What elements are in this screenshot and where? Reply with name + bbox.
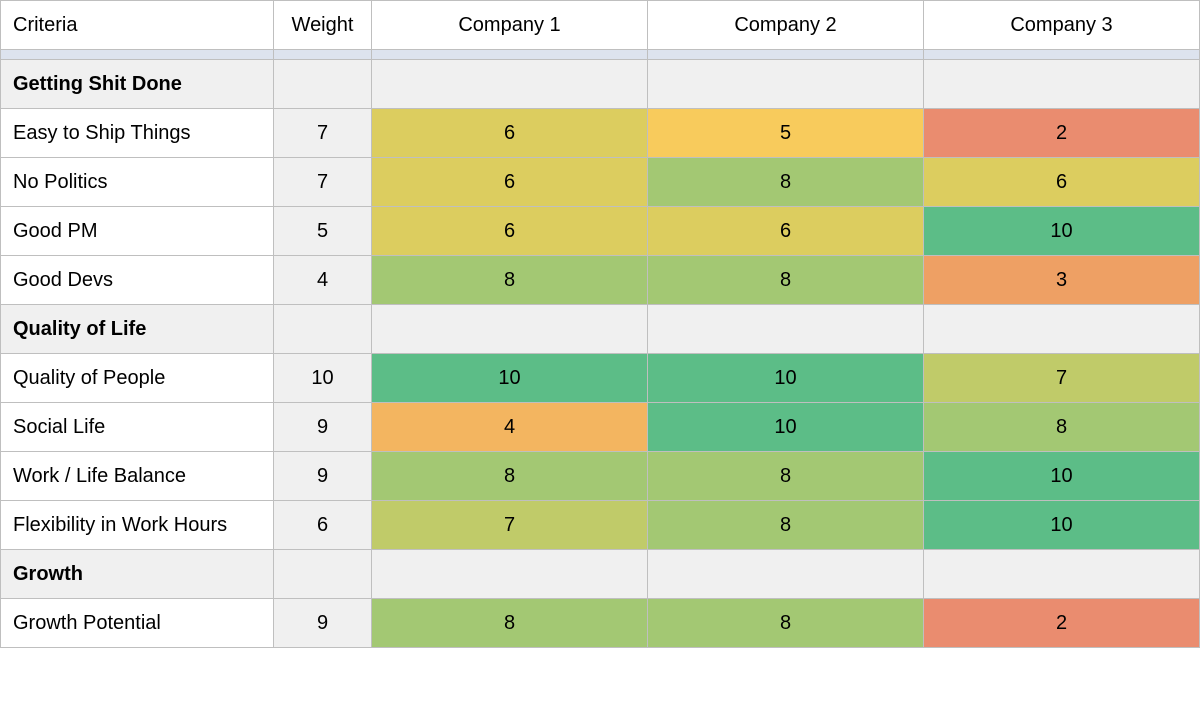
score-cell: 6 <box>648 207 924 256</box>
weight-cell: 7 <box>274 109 372 158</box>
score-cell: 8 <box>648 158 924 207</box>
criteria-label: Quality of People <box>1 354 274 403</box>
criteria-label: Easy to Ship Things <box>1 109 274 158</box>
score-cell: 7 <box>924 354 1200 403</box>
matrix-body: Getting Shit DoneEasy to Ship Things7652… <box>1 60 1200 648</box>
criteria-label: Work / Life Balance <box>1 452 274 501</box>
score-cell: 10 <box>924 452 1200 501</box>
criteria-label: Social Life <box>1 403 274 452</box>
section-blank <box>924 60 1200 109</box>
section-blank <box>274 305 372 354</box>
section-blank <box>372 550 648 599</box>
score-cell: 7 <box>372 501 648 550</box>
header-separator <box>1 50 1200 60</box>
section-title: Growth <box>1 550 274 599</box>
weight-cell: 6 <box>274 501 372 550</box>
section-row: Quality of Life <box>1 305 1200 354</box>
score-cell: 10 <box>372 354 648 403</box>
score-cell: 8 <box>648 599 924 648</box>
score-cell: 10 <box>924 501 1200 550</box>
score-cell: 8 <box>648 256 924 305</box>
col-header-company3: Company 3 <box>924 1 1200 50</box>
col-header-company2: Company 2 <box>648 1 924 50</box>
section-blank <box>372 305 648 354</box>
criteria-label: No Politics <box>1 158 274 207</box>
score-cell: 10 <box>648 354 924 403</box>
score-cell: 8 <box>648 452 924 501</box>
section-blank <box>372 60 648 109</box>
section-blank <box>648 60 924 109</box>
section-blank <box>274 550 372 599</box>
section-row: Getting Shit Done <box>1 60 1200 109</box>
criteria-label: Flexibility in Work Hours <box>1 501 274 550</box>
comparison-matrix: Criteria Weight Company 1 Company 2 Comp… <box>0 0 1200 648</box>
score-cell: 8 <box>924 403 1200 452</box>
score-cell: 4 <box>372 403 648 452</box>
criteria-label: Growth Potential <box>1 599 274 648</box>
weight-cell: 5 <box>274 207 372 256</box>
weight-cell: 9 <box>274 599 372 648</box>
score-cell: 8 <box>372 452 648 501</box>
col-header-weight: Weight <box>274 1 372 50</box>
criteria-row: Good PM56610 <box>1 207 1200 256</box>
col-header-criteria: Criteria <box>1 1 274 50</box>
criteria-row: No Politics7686 <box>1 158 1200 207</box>
score-cell: 3 <box>924 256 1200 305</box>
col-header-company1: Company 1 <box>372 1 648 50</box>
score-cell: 10 <box>648 403 924 452</box>
criteria-row: Flexibility in Work Hours67810 <box>1 501 1200 550</box>
criteria-row: Social Life94108 <box>1 403 1200 452</box>
score-cell: 10 <box>924 207 1200 256</box>
criteria-row: Good Devs4883 <box>1 256 1200 305</box>
criteria-label: Good Devs <box>1 256 274 305</box>
score-cell: 8 <box>372 256 648 305</box>
section-blank <box>924 305 1200 354</box>
score-cell: 6 <box>372 158 648 207</box>
section-row: Growth <box>1 550 1200 599</box>
score-cell: 8 <box>372 599 648 648</box>
score-cell: 6 <box>372 207 648 256</box>
score-cell: 6 <box>372 109 648 158</box>
score-cell: 6 <box>924 158 1200 207</box>
score-cell: 8 <box>648 501 924 550</box>
score-cell: 5 <box>648 109 924 158</box>
weight-cell: 9 <box>274 452 372 501</box>
section-title: Getting Shit Done <box>1 60 274 109</box>
weight-cell: 4 <box>274 256 372 305</box>
score-cell: 2 <box>924 599 1200 648</box>
criteria-row: Easy to Ship Things7652 <box>1 109 1200 158</box>
section-blank <box>924 550 1200 599</box>
section-blank <box>274 60 372 109</box>
criteria-label: Good PM <box>1 207 274 256</box>
criteria-row: Work / Life Balance98810 <box>1 452 1200 501</box>
criteria-row: Quality of People1010107 <box>1 354 1200 403</box>
header-row: Criteria Weight Company 1 Company 2 Comp… <box>1 1 1200 50</box>
section-blank <box>648 305 924 354</box>
weight-cell: 7 <box>274 158 372 207</box>
criteria-row: Growth Potential9882 <box>1 599 1200 648</box>
score-cell: 2 <box>924 109 1200 158</box>
weight-cell: 10 <box>274 354 372 403</box>
weight-cell: 9 <box>274 403 372 452</box>
section-title: Quality of Life <box>1 305 274 354</box>
comparison-matrix-container: Criteria Weight Company 1 Company 2 Comp… <box>0 0 1200 705</box>
section-blank <box>648 550 924 599</box>
